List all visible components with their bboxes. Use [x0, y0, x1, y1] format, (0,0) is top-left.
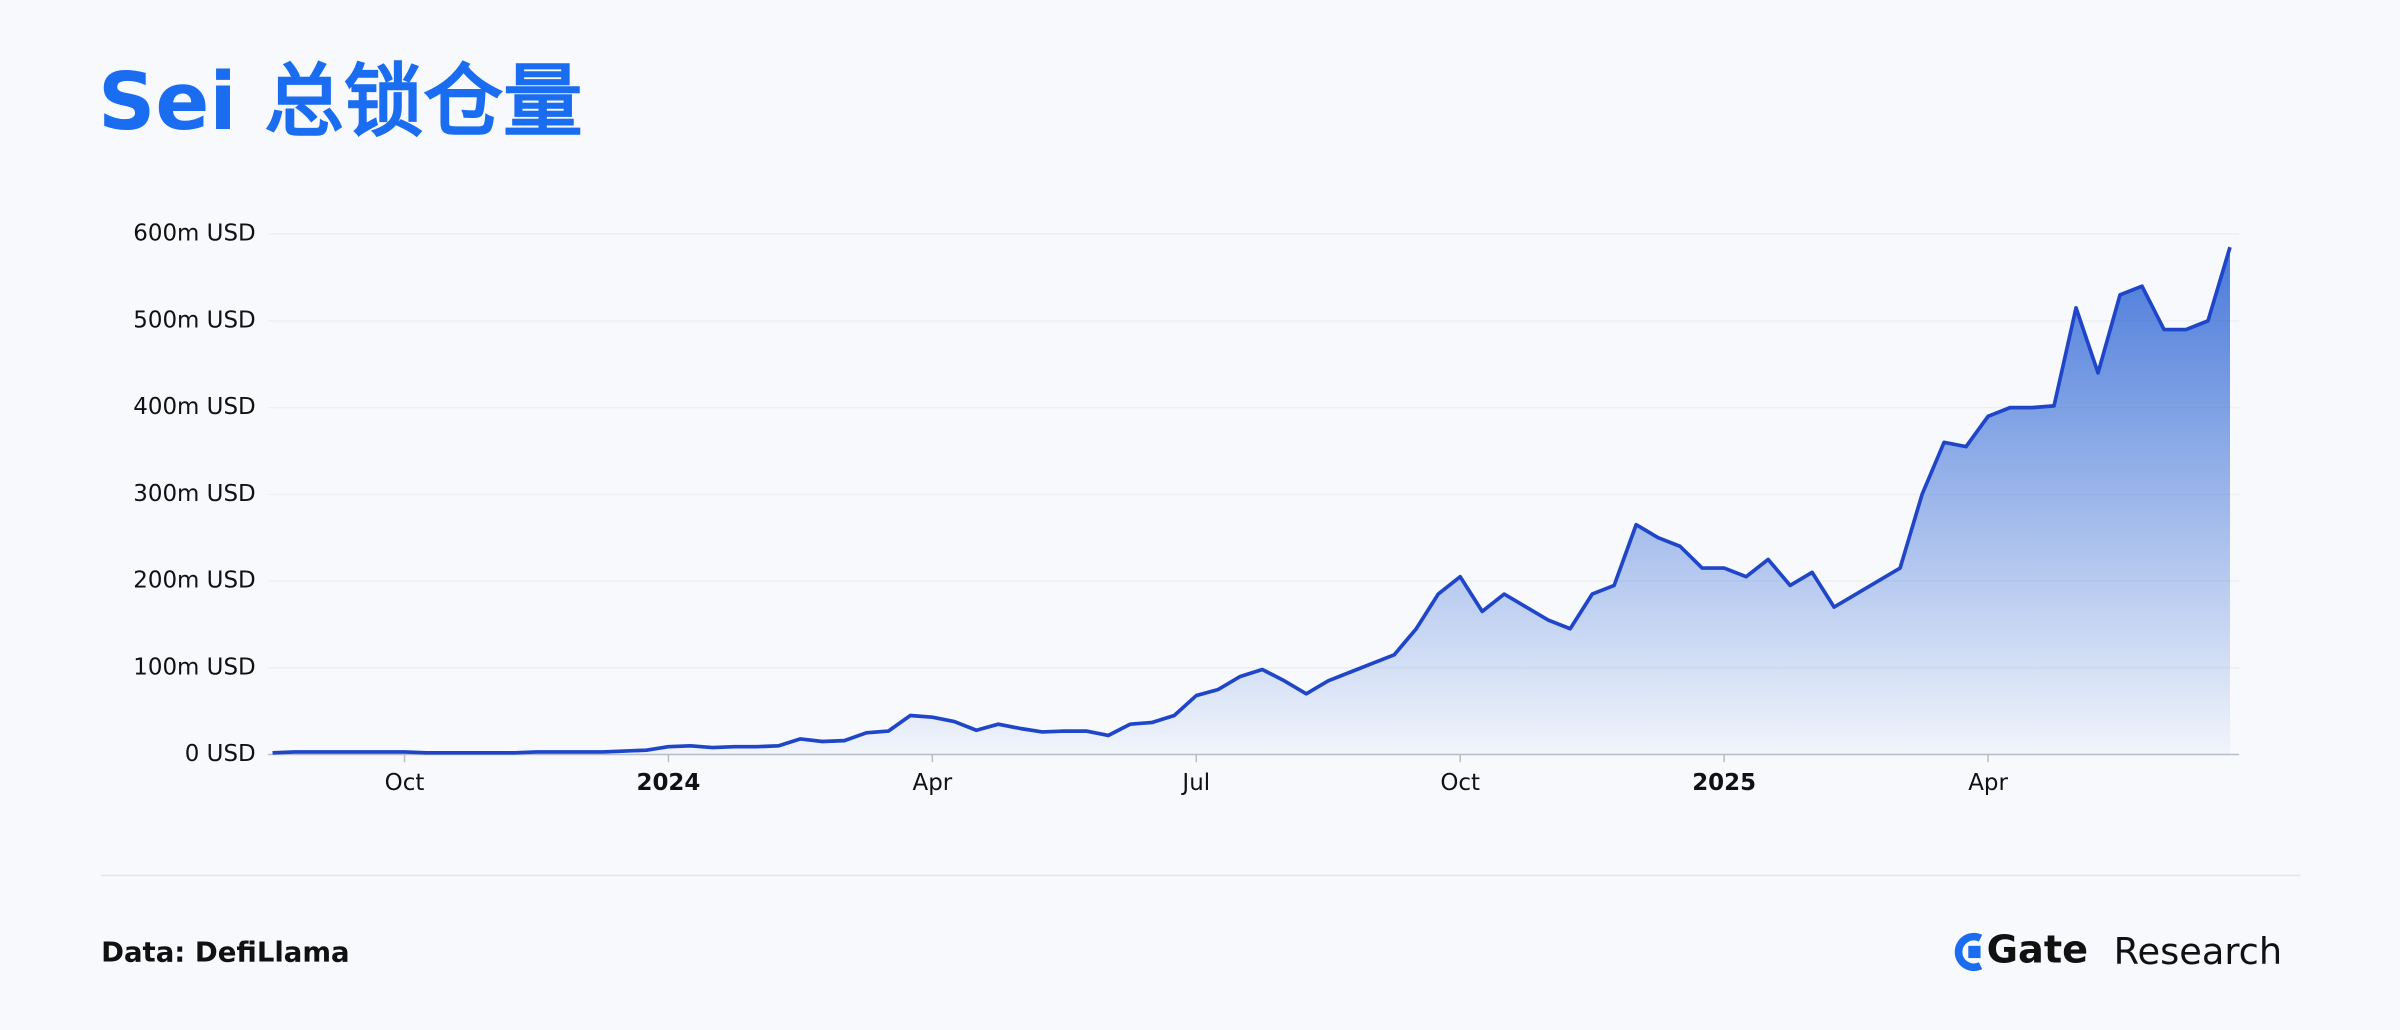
area — [272, 247, 2230, 755]
y-tick-label: 500m USD — [133, 307, 255, 333]
x-tick-label: Jul — [1180, 770, 1210, 796]
x-tick-label: Apr — [1968, 770, 2008, 796]
y-tick-label: 200m USD — [133, 568, 255, 594]
line — [272, 246, 2232, 755]
brand-logo: Gate Research — [1954, 927, 2282, 973]
source-note: Data: DefiLlama — [101, 936, 350, 968]
y-tick-label: 300m USD — [133, 481, 255, 507]
chart-title: Sei 总锁仓量 — [98, 55, 583, 148]
brand-suffix: Research — [2114, 930, 2282, 973]
logo-icon — [1968, 945, 1981, 959]
plot: 0 USD 100m USD 200m USD 300m USD 400m USD 500… — [133, 221, 2240, 796]
x-tick-label: Apr — [913, 770, 953, 796]
brand-name: Gate — [1987, 927, 2088, 972]
y-tick-label: 400m USD — [133, 394, 255, 420]
x-tick-label: Oct — [1440, 770, 1480, 796]
y-tick-label: 0 USD — [185, 741, 256, 767]
x-tick-label: Oct — [385, 770, 425, 796]
y-tick-label: 600m USD — [133, 221, 255, 247]
logo-icon — [1954, 932, 1983, 972]
x-tick-label: 2025 — [1692, 770, 1756, 796]
y-tick-label: 100m USD — [133, 654, 255, 680]
x-tick-label: 2024 — [637, 770, 701, 796]
